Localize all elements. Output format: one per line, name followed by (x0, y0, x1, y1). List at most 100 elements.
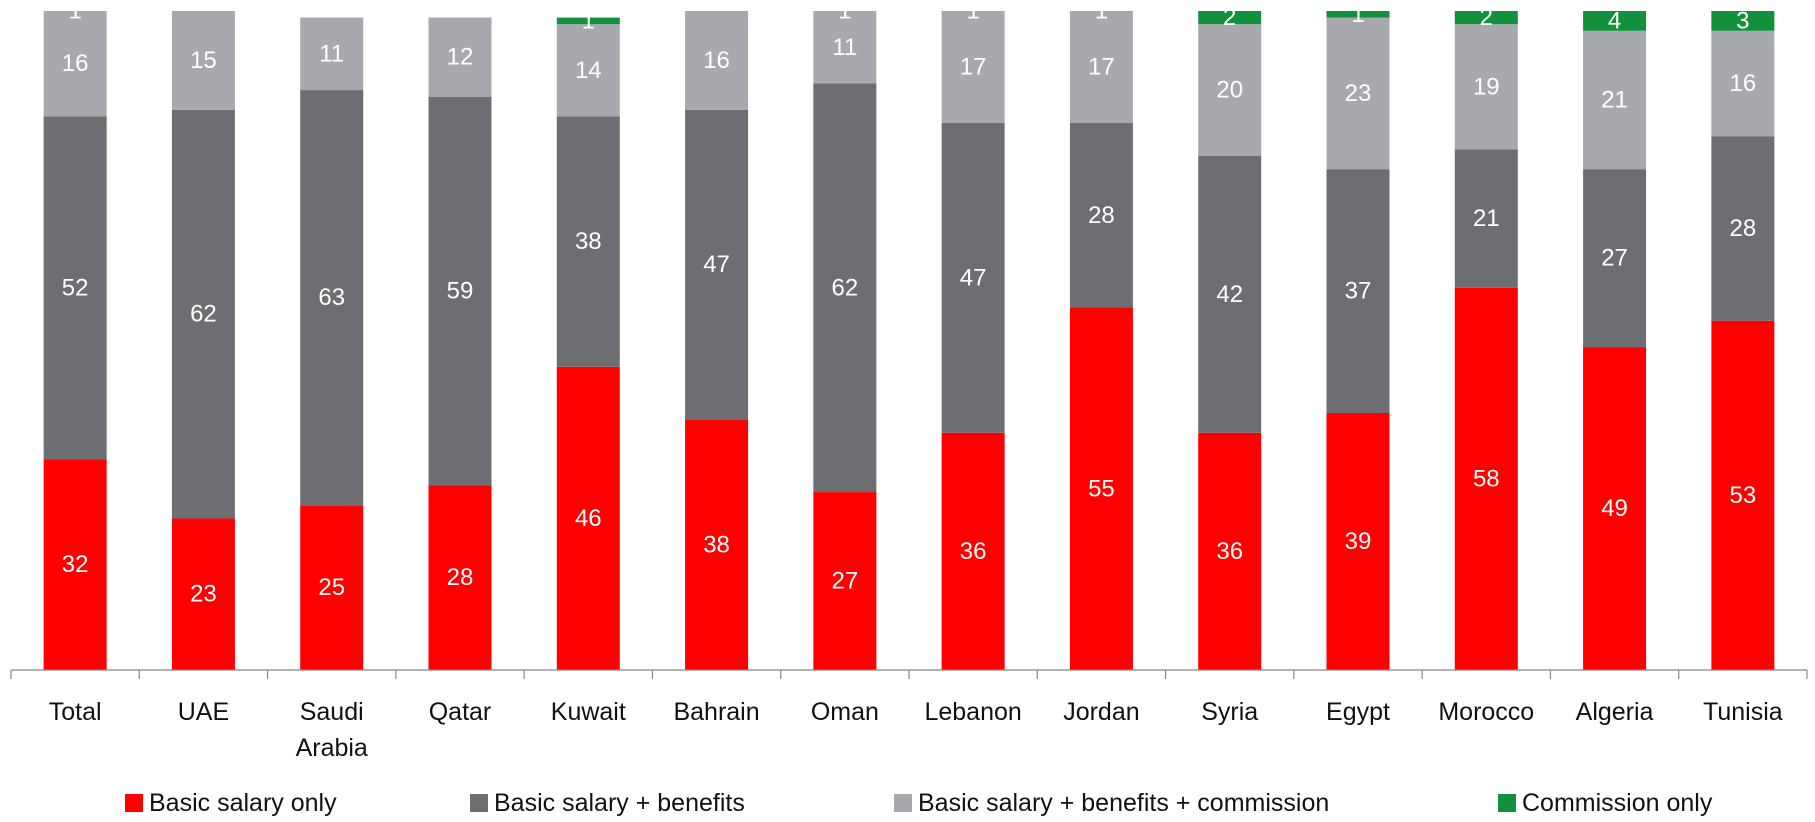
bar-segment-11-series-4 (1326, 11, 1390, 18)
data-label-6-series-3: 16 (703, 47, 730, 74)
data-label-13-series-1: 49 (1601, 495, 1628, 522)
category-label-2: UAE (178, 698, 229, 726)
data-label-2-series-3: 15 (190, 47, 217, 74)
category-label-8: Lebanon (924, 698, 1021, 726)
category-label-5: Kuwait (551, 698, 626, 726)
data-label-11-series-1: 39 (1345, 528, 1372, 555)
legend-swatch-4 (1498, 794, 1516, 812)
bar-segment-12-series-3 (1454, 24, 1518, 150)
data-label-10-series-1: 36 (1216, 538, 1243, 565)
data-label-5-series-1: 46 (575, 505, 602, 532)
data-label-4-series-3: 12 (447, 44, 474, 71)
category-label-6: Bahrain (673, 698, 759, 726)
bar-segment-7-series-2 (813, 83, 877, 493)
bars-layer: 3252161236215256311285912463814138471627… (43, 0, 1775, 670)
data-label-6-series-1: 38 (703, 531, 730, 558)
data-label-8-series-4: 1 (966, 0, 979, 25)
data-label-9-series-1: 55 (1088, 475, 1115, 502)
data-label-8-series-2: 47 (960, 264, 987, 291)
bar-segment-8-series-1 (941, 432, 1005, 670)
data-label-4-series-2: 59 (447, 278, 474, 305)
bar-segment-3-series-2 (300, 90, 364, 506)
data-label-14-series-4: 3 (1736, 7, 1749, 34)
category-label-14: Tunisia (1703, 698, 1783, 726)
legend-item-3: Basic salary + benefits + commission (894, 789, 1329, 817)
category-label-12: Morocco (1438, 698, 1534, 726)
bar-segment-13-series-3 (1583, 30, 1647, 170)
bar-segment-14-series-1 (1711, 320, 1775, 670)
data-label-5-series-3: 14 (575, 57, 602, 84)
bar-segment-2-series-2 (171, 109, 235, 519)
bar-segment-9-series-2 (1069, 123, 1133, 308)
data-label-10-series-4: 2 (1223, 4, 1236, 31)
legend-label-4: Commission only (1522, 789, 1713, 817)
data-label-8-series-3: 17 (960, 54, 987, 81)
category-label-11: Egypt (1326, 698, 1390, 726)
category-label-3: Saudi Arabia (296, 698, 368, 762)
x-axis (10, 669, 1808, 679)
category-label-1: Total (49, 698, 102, 726)
bar-segment-4-series-1 (428, 485, 492, 670)
data-label-1-series-1: 32 (62, 551, 89, 578)
bar-segment-6-series-1 (685, 419, 749, 670)
legend-label-2: Basic salary + benefits (494, 789, 745, 817)
bar-segment-3-series-3 (300, 17, 364, 91)
category-label-9: Jordan (1063, 698, 1139, 726)
bar-segment-4-series-3 (428, 17, 492, 97)
legend-item-4: Commission only (1498, 789, 1713, 817)
bar-segment-1-series-2 (43, 116, 107, 460)
data-label-1-series-3: 16 (62, 50, 89, 77)
data-label-7-series-1: 27 (832, 568, 859, 595)
data-label-7-series-4: 1 (838, 0, 851, 25)
data-label-8-series-1: 36 (960, 538, 987, 565)
category-label-4: Qatar (429, 698, 492, 726)
bar-segment-5-series-2 (556, 116, 620, 367)
bar-segment-5-series-4 (556, 17, 620, 25)
bar-segment-6-series-2 (685, 109, 749, 420)
bar-segment-10-series-3 (1198, 24, 1262, 156)
data-label-3-series-1: 25 (318, 574, 345, 601)
data-label-6-series-2: 47 (703, 251, 730, 278)
data-label-3-series-2: 63 (318, 284, 345, 311)
data-label-14-series-3: 16 (1730, 70, 1757, 97)
bar-segment-8-series-3 (941, 11, 1005, 124)
data-label-9-series-4: 1 (1095, 0, 1108, 25)
bar-segment-4-series-2 (428, 96, 492, 486)
data-label-12-series-3: 19 (1473, 73, 1500, 100)
bar-segment-9-series-1 (1069, 307, 1133, 670)
data-label-12-series-1: 58 (1473, 465, 1500, 492)
bar-segment-5-series-3 (556, 24, 620, 117)
data-label-9-series-2: 28 (1088, 202, 1115, 229)
bar-segment-13-series-4 (1583, 11, 1647, 31)
legend: Basic salary only Basic salary + benefits… (125, 789, 1713, 817)
data-label-13-series-3: 21 (1601, 86, 1628, 113)
bar-segment-10-series-2 (1198, 155, 1262, 433)
data-label-11-series-2: 37 (1345, 278, 1372, 305)
legend-swatch-3 (894, 794, 912, 812)
bar-segment-1-series-1 (43, 459, 107, 670)
bar-segment-1-series-3 (43, 11, 107, 117)
category-labels: Total UAE Saudi Arabia Qatar Kuwait Bahrain Oma… (49, 698, 1783, 762)
bar-segment-7-series-3 (813, 11, 877, 84)
data-label-5-series-4: 1 (582, 7, 595, 34)
bar-segment-2-series-1 (171, 518, 235, 670)
category-label-10: Syria (1201, 698, 1258, 726)
data-label-10-series-3: 20 (1216, 77, 1243, 104)
legend-item-2: Basic salary + benefits (470, 789, 745, 817)
bar-segment-11-series-2 (1326, 169, 1390, 413)
legend-label-1: Basic salary only (149, 789, 337, 817)
bar-segment-3-series-1 (300, 505, 364, 670)
data-label-13-series-2: 27 (1601, 245, 1628, 272)
bar-segment-14-series-3 (1711, 30, 1775, 137)
legend-label-3: Basic salary + benefits + commission (918, 789, 1329, 817)
bar-segment-10-series-4 (1198, 11, 1262, 25)
data-label-14-series-2: 28 (1730, 215, 1757, 242)
category-label-13: Algeria (1576, 698, 1654, 726)
data-label-13-series-4: 4 (1608, 7, 1621, 34)
bar-segment-13-series-2 (1583, 169, 1647, 348)
data-label-1-series-2: 52 (62, 274, 89, 301)
bar-segment-9-series-3 (1069, 11, 1133, 124)
bar-segment-11-series-1 (1326, 412, 1390, 670)
bar-segment-2-series-3 (171, 11, 235, 110)
